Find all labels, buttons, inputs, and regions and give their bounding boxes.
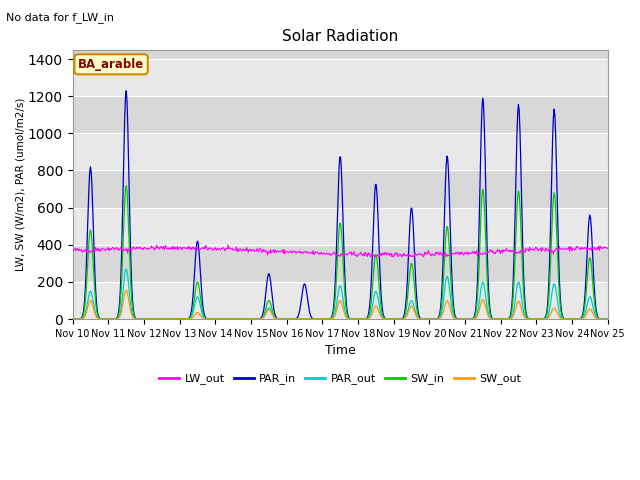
X-axis label: Time: Time — [324, 344, 356, 357]
Text: BA_arable: BA_arable — [78, 58, 144, 71]
Text: No data for f_LW_in: No data for f_LW_in — [6, 12, 115, 23]
Bar — [72, 59, 608, 96]
Bar — [72, 208, 608, 245]
Legend: LW_out, PAR_in, PAR_out, SW_in, SW_out: LW_out, PAR_in, PAR_out, SW_in, SW_out — [155, 369, 525, 389]
Y-axis label: LW, SW (W/m2), PAR (umol/m2/s): LW, SW (W/m2), PAR (umol/m2/s) — [15, 98, 25, 271]
Title: Solar Radiation: Solar Radiation — [282, 29, 398, 44]
Bar — [72, 282, 608, 319]
Bar — [72, 133, 608, 170]
